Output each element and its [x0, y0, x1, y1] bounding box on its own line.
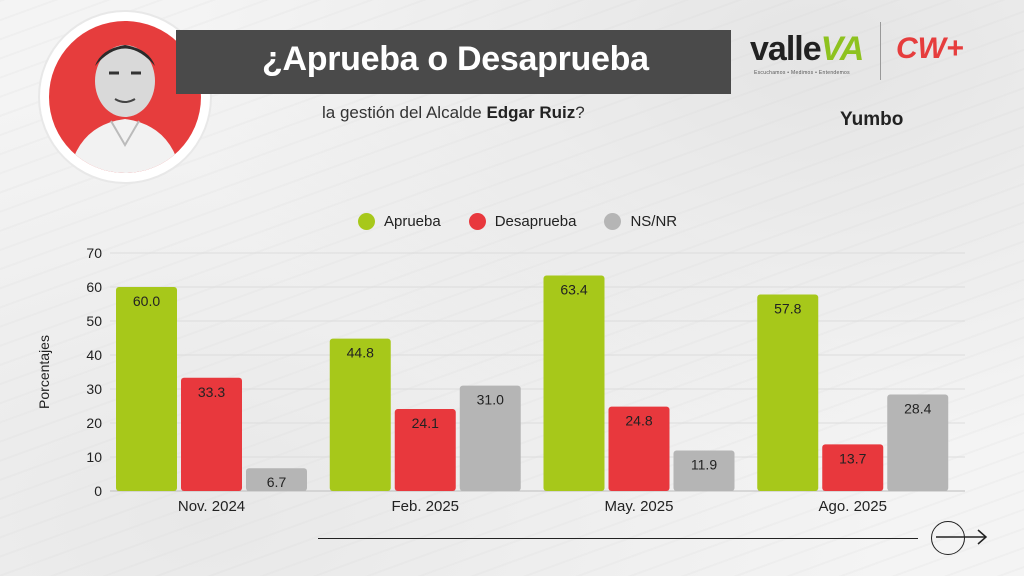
- bar-aprueba: [329, 338, 391, 491]
- chart-legend: Aprueba Desaprueba NS/NR: [358, 213, 677, 230]
- data-label: 60.0: [133, 293, 160, 309]
- data-label: 57.8: [774, 300, 801, 316]
- bar-nsnr: [246, 468, 307, 491]
- vallevA-logo: valleVA: [750, 30, 865, 69]
- y-tick-label: 30: [86, 381, 102, 397]
- legend-label-nsnr: NS/NR: [630, 213, 678, 230]
- bar-desaprueba: [394, 409, 456, 491]
- bar-aprueba: [543, 275, 605, 491]
- legend-swatch-aprueba: [358, 213, 375, 230]
- legend-label-aprueba: Aprueba: [384, 213, 441, 230]
- y-tick-label: 60: [86, 279, 102, 295]
- page-title: ¿Aprueba o Desaprueba: [262, 40, 649, 78]
- y-tick-label: 0: [94, 483, 102, 499]
- legend-swatch-desaprueba: [468, 213, 486, 230]
- title-bar: [176, 30, 731, 94]
- data-label: 13.7: [839, 450, 866, 466]
- data-label: 31.0: [477, 392, 504, 408]
- legend-label-desaprueba: Desaprueba: [494, 213, 577, 230]
- data-label: 33.3: [198, 384, 225, 400]
- legend-item-desaprueba: Desaprueba: [468, 213, 577, 230]
- logo-divider: [880, 22, 881, 80]
- data-label: 24.8: [625, 413, 652, 429]
- subtitle-name: Edgar Ruiz: [486, 103, 576, 122]
- portrait-photo: [49, 21, 201, 173]
- data-label: 6.7: [267, 474, 287, 490]
- bar-aprueba: [757, 294, 819, 491]
- page-subtitle: la gestión del Alcalde Edgar Ruiz?: [322, 103, 585, 123]
- bar-desaprueba: [608, 406, 670, 491]
- y-tick-label: 40: [86, 347, 102, 363]
- valle-logo-tagline: Escuchamos • Medimos • Entendemos: [754, 70, 850, 76]
- valle-logo-accent: VA: [820, 30, 865, 68]
- data-label: 63.4: [560, 281, 587, 297]
- y-tick-label: 70: [86, 245, 102, 261]
- next-arrow-button[interactable]: [931, 521, 988, 555]
- bar-aprueba: [116, 287, 177, 491]
- arrow-right-icon: [936, 529, 988, 545]
- valle-logo-text: valle: [750, 30, 822, 68]
- y-tick-label: 20: [86, 415, 102, 431]
- x-tick-label: Ago. 2025: [819, 498, 887, 515]
- bar-nsnr: [459, 385, 521, 491]
- y-tick-label: 50: [86, 313, 102, 329]
- legend-item-nsnr: NS/NR: [604, 213, 677, 230]
- x-tick-label: Nov. 2024: [178, 498, 245, 515]
- bar-nsnr: [887, 394, 949, 491]
- legend-item-aprueba: Aprueba: [358, 213, 441, 230]
- bar-desaprueba: [181, 377, 242, 491]
- data-label: 24.1: [412, 415, 439, 431]
- cw-plus-logo: CW+: [896, 32, 964, 65]
- data-label: 28.4: [904, 400, 931, 416]
- legend-swatch-nsnr: [604, 213, 622, 230]
- location-label: Yumbo: [840, 109, 904, 130]
- y-tick-label: 10: [86, 449, 102, 465]
- x-tick-label: Feb. 2025: [391, 498, 459, 515]
- x-tick-label: May. 2025: [605, 498, 674, 515]
- data-label: 11.9: [691, 457, 717, 473]
- subtitle-prefix: la gestión del Alcalde: [322, 103, 487, 122]
- subtitle-suffix: ?: [575, 103, 585, 122]
- bar-nsnr: [673, 450, 735, 491]
- data-label: 44.8: [347, 345, 374, 361]
- bottom-divider: [318, 538, 918, 539]
- bar-desaprueba: [822, 444, 884, 491]
